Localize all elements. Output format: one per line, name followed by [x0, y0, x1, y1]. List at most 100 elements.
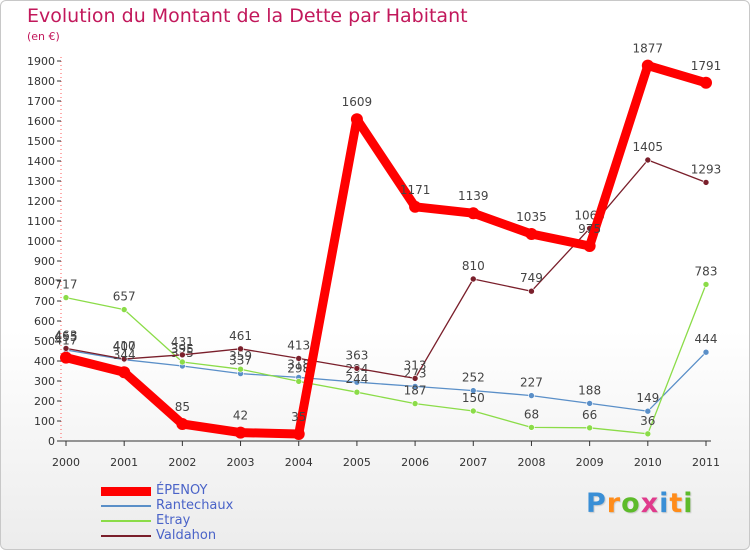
data-label: 1791 — [691, 59, 722, 73]
data-label: 187 — [404, 384, 427, 398]
data-label: 1293 — [691, 162, 722, 176]
logo-letter: r — [606, 488, 622, 519]
chart-subtitle: (en €) — [27, 30, 60, 43]
data-point — [528, 392, 535, 399]
chart-title: Evolution du Montant de la Dette par Hab… — [27, 5, 468, 27]
data-label: 1877 — [633, 42, 664, 56]
data-label: 313 — [404, 358, 427, 372]
y-tick-label: 100 — [34, 415, 55, 428]
data-point — [469, 387, 477, 394]
data-label: 417 — [55, 334, 78, 348]
data-point — [411, 383, 419, 390]
data-label: 717 — [55, 278, 78, 292]
data-point — [469, 407, 477, 415]
legend-item: Valdahon — [101, 528, 301, 543]
series-line — [65, 349, 707, 412]
data-point — [702, 281, 710, 288]
data-label: 188 — [578, 383, 601, 397]
data-label: 975 — [578, 222, 601, 236]
data-label: 68 — [524, 407, 539, 421]
y-tick-label: 200 — [34, 395, 55, 408]
y-tick-label: 1900 — [27, 55, 55, 68]
data-label: 85 — [175, 400, 190, 414]
data-point — [700, 76, 712, 89]
data-point — [234, 426, 247, 439]
logo-letter: i — [683, 488, 694, 519]
y-tick-label: 0 — [48, 435, 55, 448]
data-label: 407 — [113, 340, 136, 354]
x-tick-label: 2003 — [227, 456, 255, 469]
data-point — [118, 366, 131, 379]
data-label: 298 — [287, 361, 310, 375]
data-label: 150 — [462, 391, 485, 405]
data-point — [353, 378, 361, 386]
data-label: 431 — [171, 335, 194, 349]
data-label: 444 — [695, 332, 718, 346]
y-tick-label: 800 — [34, 275, 55, 288]
y-tick-label: 500 — [34, 335, 55, 348]
data-point — [237, 365, 244, 373]
logo-letter: i — [659, 488, 670, 519]
data-label: 66 — [582, 408, 597, 422]
legend-swatch — [101, 487, 151, 496]
x-tick-label: 2005 — [343, 456, 371, 469]
data-label: 344 — [113, 348, 136, 362]
data-point — [644, 430, 652, 438]
legend-label: Etray — [156, 513, 191, 528]
data-label: 1171 — [400, 183, 431, 197]
x-tick-label: 2004 — [285, 456, 313, 469]
x-tick-label: 2000 — [52, 456, 80, 469]
y-tick-label: 1300 — [27, 175, 55, 188]
data-point — [62, 294, 70, 301]
data-label: 1609 — [342, 95, 373, 109]
data-point — [179, 358, 186, 366]
y-tick-label: 700 — [34, 295, 55, 308]
data-label: 455 — [55, 330, 78, 344]
x-tick-label: 2007 — [459, 456, 487, 469]
data-label: 318 — [287, 357, 310, 371]
x-tick-label: 2006 — [401, 456, 429, 469]
series-line — [65, 283, 707, 435]
y-tick-label: 1100 — [27, 215, 55, 228]
legend-label: ÉPENOY — [156, 483, 208, 498]
data-label: 657 — [113, 290, 136, 304]
legend-item: ÉPENOY — [101, 483, 301, 498]
data-label: 783 — [695, 264, 718, 278]
data-label: 461 — [229, 329, 252, 343]
legend-swatch — [101, 505, 151, 507]
data-label: 1405 — [633, 140, 664, 154]
logo-letter: x — [640, 488, 660, 519]
x-tick-label: 2002 — [168, 456, 196, 469]
legend-item: Rantechaux — [101, 498, 301, 513]
legend-swatch — [101, 535, 151, 537]
data-point — [528, 287, 535, 295]
logo-letter: t — [669, 488, 684, 519]
data-label: 363 — [345, 348, 368, 362]
y-tick-label: 300 — [34, 375, 55, 388]
data-point — [586, 424, 593, 432]
data-label: 359 — [229, 349, 252, 363]
data-point — [641, 59, 654, 72]
data-point — [292, 428, 305, 440]
data-point — [411, 400, 419, 407]
data-label: 463 — [55, 328, 78, 342]
data-label: 413 — [287, 338, 310, 352]
data-point — [528, 424, 535, 431]
series-line — [61, 61, 711, 439]
data-point — [176, 418, 189, 430]
y-tick-label: 1700 — [27, 95, 55, 108]
data-label: 149 — [636, 391, 659, 405]
data-point — [120, 306, 128, 313]
data-point — [295, 378, 303, 385]
data-label: 244 — [345, 372, 368, 386]
logo-letter: P — [586, 488, 607, 519]
data-label: 337 — [229, 354, 252, 368]
y-tick-label: 600 — [34, 315, 55, 328]
data-label: 810 — [462, 259, 485, 273]
y-tick-label: 1000 — [27, 235, 55, 248]
data-label: 36 — [640, 414, 655, 428]
data-point — [179, 351, 186, 359]
data-label: 749 — [520, 271, 543, 285]
data-point — [702, 348, 710, 356]
